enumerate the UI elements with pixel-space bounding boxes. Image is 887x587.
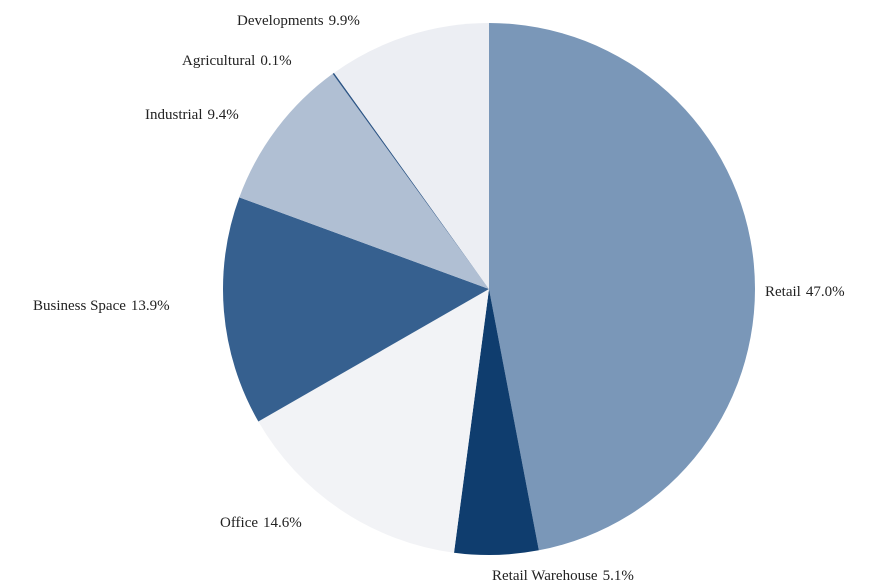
slice-label: Agricultural 0.1% xyxy=(182,53,292,69)
slice-category: Developments xyxy=(237,13,324,29)
pie-slice xyxy=(223,197,489,422)
slice-category: Industrial xyxy=(145,107,203,123)
slice-category: Agricultural xyxy=(182,53,255,69)
slice-value: 13.9% xyxy=(131,298,170,314)
pie-slice xyxy=(239,73,489,289)
pie-slice xyxy=(258,289,489,553)
slice-value: 0.1% xyxy=(260,53,291,69)
slice-label: Industrial 9.4% xyxy=(145,107,239,123)
pie-slice xyxy=(334,22,489,289)
pie-slice xyxy=(332,72,489,289)
slice-value: 5.1% xyxy=(603,568,634,584)
slice-category: Office xyxy=(220,515,258,531)
slice-label: Office 14.6% xyxy=(220,515,302,531)
slice-value: 14.6% xyxy=(263,515,302,531)
slice-label: Retail Warehouse 5.1% xyxy=(492,568,634,584)
slice-label: Retail 47.0% xyxy=(765,284,845,300)
pie-slice xyxy=(489,22,756,551)
slice-category: Retail Warehouse xyxy=(492,568,598,584)
slice-category: Retail xyxy=(765,284,801,300)
slice-value: 47.0% xyxy=(806,284,845,300)
slice-category: Business Space xyxy=(33,298,126,314)
slice-value: 9.9% xyxy=(329,13,360,29)
slice-label: Business Space 13.9% xyxy=(33,298,170,314)
pie-slice xyxy=(454,289,539,555)
slice-label: Developments 9.9% xyxy=(237,13,360,29)
slice-value: 9.4% xyxy=(208,107,239,123)
